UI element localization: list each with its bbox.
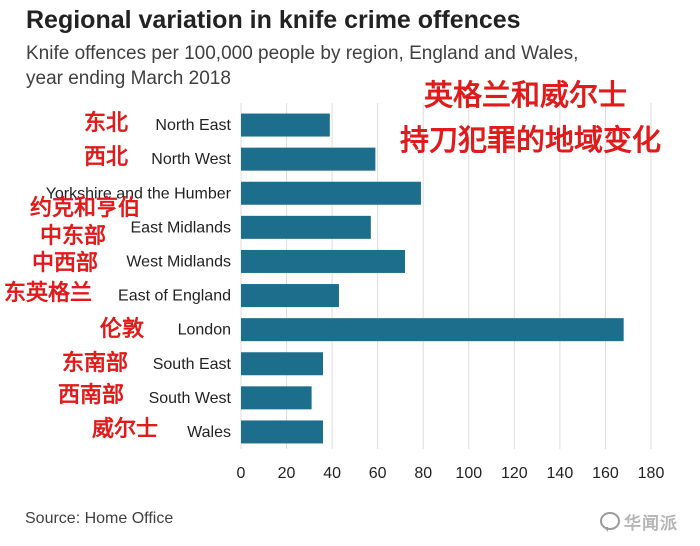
- bar: [241, 284, 339, 308]
- overlay-title-line-1: 英格兰和威尔士: [424, 78, 628, 112]
- watermark: 华闻派: [600, 508, 678, 534]
- x-tick-label: 0: [237, 465, 246, 482]
- category-label-zh: 东北: [84, 110, 128, 136]
- bar: [241, 147, 376, 171]
- category-labels: North East North West Yorkshire and the Hu…: [46, 117, 232, 441]
- bar: [241, 386, 312, 410]
- bar: [241, 249, 405, 273]
- watermark-text: 华闻派: [624, 513, 678, 534]
- wechat-bubble-icon: [600, 512, 620, 532]
- x-axis-tick-labels: 0 20 40 60 80 100 120 140 160 180: [237, 465, 665, 482]
- bar: [241, 352, 323, 376]
- x-tick-label: 100: [455, 465, 482, 482]
- category-label-zh: 约克和亨伯: [30, 195, 140, 221]
- bar: [241, 215, 371, 239]
- category-label: North West: [151, 151, 231, 168]
- x-tick-label: 180: [638, 465, 665, 482]
- bar: [241, 113, 330, 137]
- category-label-zh: 中东部: [40, 223, 106, 249]
- category-label-zh: 西北: [84, 145, 128, 170]
- category-label-zh: 伦敦: [100, 316, 145, 342]
- chart-subtitle: Knife offences per 100,000 people by reg…: [26, 41, 686, 91]
- category-label: Yorkshire and the Humber: [46, 185, 232, 202]
- category-label: East of England: [118, 288, 231, 305]
- category-label: East Midlands: [131, 219, 232, 236]
- bars: [241, 113, 624, 444]
- subtitle-line-2: year ending March 2018: [26, 68, 231, 89]
- category-label-zh: 西南部: [58, 382, 124, 408]
- x-tick-label: 20: [278, 465, 296, 482]
- category-label: North East: [155, 117, 231, 134]
- x-tick-label: 80: [414, 465, 432, 482]
- category-label: Wales: [187, 424, 231, 441]
- overlay-title-line-2: 持刀犯罪的地域变化: [400, 123, 662, 157]
- x-tick-label: 160: [592, 465, 619, 482]
- bar: [241, 181, 421, 205]
- x-tick-label: 40: [323, 465, 341, 482]
- x-tick-label: 120: [501, 465, 528, 482]
- category-label: West Midlands: [126, 253, 231, 270]
- category-label: South West: [149, 390, 232, 407]
- category-label-zh: 中西部: [32, 250, 98, 276]
- x-tick-label: 140: [547, 465, 574, 482]
- category-label-zh: 东南部: [62, 350, 128, 376]
- category-label: South East: [153, 356, 232, 373]
- bar: [241, 318, 624, 342]
- category-label-zh: 威尔士: [92, 416, 158, 442]
- source-note: Source: Home Office: [25, 510, 174, 527]
- x-tick-label: 60: [369, 465, 387, 482]
- category-label-zh: 东英格兰: [4, 280, 92, 306]
- subtitle-line-1: Knife offences per 100,000 people by reg…: [26, 43, 579, 64]
- category-label: London: [178, 322, 231, 339]
- bar: [241, 420, 323, 444]
- chart-title: Regional variation in knife crime offenc…: [26, 6, 521, 34]
